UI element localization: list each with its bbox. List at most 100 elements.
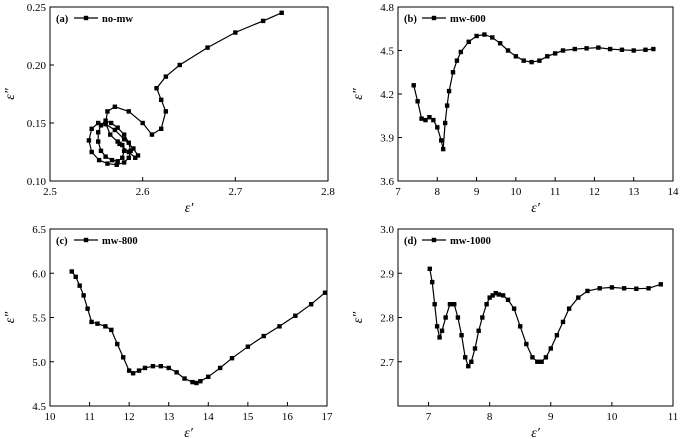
data-point <box>114 162 119 167</box>
data-point <box>115 125 120 130</box>
data-point <box>117 141 122 147</box>
data-point <box>174 370 179 375</box>
data-point <box>452 302 457 307</box>
data-point <box>95 139 101 144</box>
legend-label: mw-800 <box>102 236 138 247</box>
y-tick-label: 0.20 <box>27 60 47 72</box>
data-point <box>136 368 142 373</box>
data-point <box>497 41 503 46</box>
data-point <box>621 286 627 291</box>
data-point <box>511 306 517 311</box>
data-point <box>484 302 489 307</box>
data-point <box>229 356 235 361</box>
data-point <box>496 292 502 297</box>
data-point <box>566 306 572 311</box>
data-point <box>530 355 535 360</box>
chart-panel-mw-600: 7 8 9 10 11 12 13 14 3.6 3.9 4.2 4.5 4.8 ε′ ε″ (b) mw-60… <box>351 2 679 216</box>
data-point <box>505 48 511 53</box>
x-tick-label: 12 <box>124 411 135 423</box>
x-tick-label: 7 <box>426 411 432 423</box>
data-point <box>121 355 126 360</box>
data-point <box>126 109 131 114</box>
data-point <box>560 319 566 325</box>
x-tick-label: 11 <box>668 411 679 423</box>
data-point <box>576 295 581 300</box>
data-point <box>634 286 639 291</box>
data-point <box>121 137 127 142</box>
y-tick-label: 2.9 <box>380 268 394 280</box>
data-point <box>217 365 223 371</box>
legend-marker <box>83 15 89 21</box>
y-tick-label: 0.10 <box>27 176 47 188</box>
data-point <box>427 115 432 120</box>
x-tick-label: 13 <box>628 186 640 198</box>
data-point <box>322 290 328 295</box>
data-point <box>293 313 298 318</box>
data-point <box>261 333 266 339</box>
data-point <box>443 315 448 320</box>
data-point <box>206 374 211 379</box>
data-point <box>81 293 86 298</box>
data-point <box>584 46 589 51</box>
data-point <box>543 355 549 360</box>
y-axis-label: ε″ <box>351 312 366 324</box>
data-point <box>444 103 450 108</box>
data-point <box>260 18 266 24</box>
x-tick-label: 11 <box>550 186 561 198</box>
data-point <box>554 333 560 338</box>
data-point <box>115 159 120 164</box>
chart-panel-mw-1000: 7 8 9 10 11 2.7 2.8 2.9 3.0 ε′ ε″ (d) mw-1000 <box>351 224 678 439</box>
x-tick-label: 14 <box>203 411 215 423</box>
y-tick-label: 2.7 <box>380 357 394 369</box>
data-point <box>432 302 437 307</box>
data-point <box>537 58 542 63</box>
data-point <box>446 88 452 94</box>
data-point <box>233 30 238 35</box>
y-tick-label: 2.8 <box>380 313 394 325</box>
data-point <box>482 32 487 37</box>
y-axis-label: ε″ <box>3 88 18 100</box>
data-point <box>279 10 284 15</box>
data-point <box>121 160 127 165</box>
data-point <box>89 149 94 155</box>
data-point <box>109 157 115 163</box>
data-point <box>159 97 164 102</box>
data-point <box>450 70 456 75</box>
data-point <box>69 269 74 274</box>
data-point <box>89 319 94 325</box>
y-tick-label: 4.2 <box>380 89 394 101</box>
data-point <box>619 47 625 52</box>
data-point <box>85 306 90 311</box>
data-point <box>585 288 590 294</box>
data-point <box>133 155 138 160</box>
data-point <box>548 346 553 351</box>
data-point <box>431 117 436 123</box>
panel-label: (b) <box>404 14 417 25</box>
x-tick-label: 11 <box>84 411 95 423</box>
data-point <box>128 148 133 154</box>
data-point <box>505 297 511 302</box>
data-point <box>103 324 108 329</box>
data-point <box>493 290 498 296</box>
data-point <box>643 47 648 52</box>
data-point <box>112 104 118 109</box>
legend-marker <box>431 237 437 243</box>
data-point <box>112 127 118 133</box>
y-tick-label: 3.6 <box>380 176 394 188</box>
y-tick-label: 6.5 <box>32 224 46 236</box>
legend-label: no-mw <box>102 14 133 25</box>
chart-panel-mw-800: 10 11 12 13 14 15 16 17 4.5 5.0 5.5 6.0 6.5 ε′ ε″ (c) mw… <box>3 224 333 439</box>
data-point <box>435 125 440 130</box>
data-point <box>529 59 534 65</box>
y-axis-label: ε″ <box>351 88 366 100</box>
data-point <box>490 293 495 298</box>
data-point <box>194 380 199 386</box>
x-tick-label: 12 <box>589 186 600 198</box>
data-point <box>455 315 461 320</box>
y-tick-label: 6.0 <box>32 268 46 280</box>
data-point <box>154 86 159 91</box>
data-point <box>158 363 163 369</box>
data-point <box>469 359 474 364</box>
data-point <box>411 83 416 88</box>
plot-frame <box>397 6 674 182</box>
